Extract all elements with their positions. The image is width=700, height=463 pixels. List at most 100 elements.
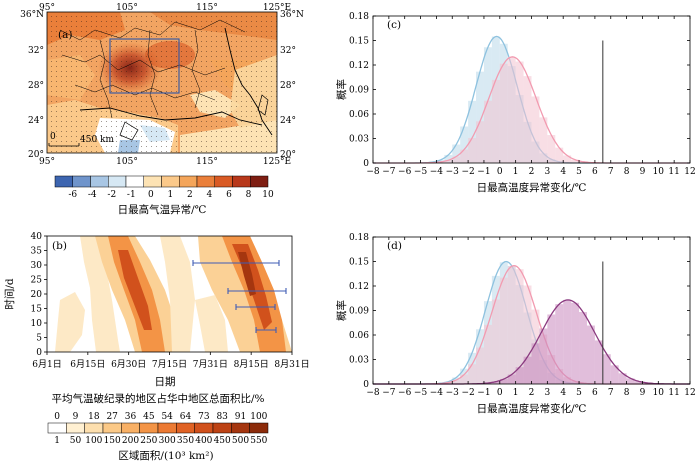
histogram-bar — [499, 63, 508, 163]
lat-ticks-left: 36°N 32° 28° 24° 20° — [20, 10, 44, 160]
ytick-label: 0.18 — [349, 12, 369, 22]
colorbar-a-swatch — [72, 175, 91, 188]
lat-left-tick: 32° — [28, 46, 44, 56]
ytick-label: 0.12 — [349, 61, 369, 71]
panel-b-ytick: 10 — [31, 319, 43, 329]
colorbar-b-swatch — [194, 422, 214, 434]
colorbar-b-swatch — [212, 422, 232, 434]
colorbar-b-tick-bottom: 400 — [195, 436, 212, 446]
colorbar-b-swatch — [102, 422, 122, 434]
colorbar-b-tick-bottom: 200 — [122, 436, 139, 446]
colorbar-b-tick-bottom: 550 — [250, 436, 267, 446]
colorbar-b-ticks-top: 0 9 18 27 36 45 54 64 73 83 91 100 — [54, 412, 267, 422]
colorbar-a-ticks: -6 -4 -2 -1 0 1 2 4 6 8 10 — [68, 190, 274, 200]
xlabel: 日最高温度异常变化/℃ — [477, 181, 587, 194]
xtick-label: −8 — [366, 167, 380, 177]
lon-top-tick: 95° — [39, 3, 55, 13]
xtick-label: 2 — [529, 167, 535, 177]
colorbar-a-swatch — [125, 175, 144, 188]
lon-top-tick: 115° — [196, 3, 218, 13]
ytick-label: 0.06 — [349, 331, 369, 341]
histogram-bar — [452, 380, 461, 384]
lon-bottom-tick: 125°E — [263, 157, 291, 167]
histogram-bar — [626, 378, 635, 384]
xlabel: 日最高温度异常变化/℃ — [477, 402, 587, 415]
histogram-bar — [618, 373, 627, 384]
colorbar-b-tick-bottom: 100 — [85, 436, 102, 446]
histogram-bar — [531, 96, 540, 163]
lat-left-tick: 20° — [28, 150, 44, 160]
panel-b-xtick: 8月15日 — [234, 359, 269, 370]
lon-bottom-tick: 115° — [196, 157, 218, 167]
colorbar-b-tick-bottom: 150 — [104, 436, 121, 446]
colorbar-b-tick-bottom: 250 — [140, 436, 157, 446]
study-region-box — [109, 38, 180, 94]
lat-left-tick: 36°N — [20, 10, 44, 20]
panel-b-hovmoller: (b) 0 5 10 15 20 25 30 35 40 6月1日 6月15日 6月30日 7月15日… — [3, 232, 310, 388]
histogram-bar — [579, 312, 587, 384]
lon-top-tick: 125°E — [263, 3, 291, 13]
colorbar-a: -6 -4 -2 -1 0 1 2 4 6 8 10 日最高气温异常/℃ — [54, 175, 274, 216]
colorbar-a-tick: -1 — [127, 190, 136, 200]
panel-b-ytick: 30 — [31, 261, 43, 271]
map-fill — [47, 12, 277, 153]
xtick-label: 5 — [576, 388, 582, 398]
panel-a-map: (a) 0 450 km 95° 105° 115° 125°E 95° 105… — [20, 3, 304, 167]
histogram-bar — [531, 343, 540, 384]
panel-b-ytick: 20 — [31, 290, 43, 300]
colorbar-a-tick: 6 — [226, 190, 232, 200]
histogram-bar — [468, 137, 477, 163]
histogram-bar — [507, 266, 516, 384]
lat-right-tick: 36°N — [280, 10, 304, 20]
xtick-label: 8 — [624, 388, 630, 398]
xtick-label: 6 — [592, 167, 598, 177]
histogram-bar — [452, 144, 461, 163]
colorbar-b-swatch — [66, 422, 85, 434]
panel-b-ytick: 0 — [36, 348, 42, 358]
lat-right-tick: 32° — [280, 46, 296, 56]
ylabel: 概率 — [335, 79, 348, 100]
xtick-label: −4 — [430, 167, 444, 177]
colorbar-b-swatch — [176, 422, 195, 434]
colorbar-b-tick-top: 54 — [161, 412, 173, 422]
histogram-bar — [491, 79, 500, 163]
histogram-bar — [547, 135, 556, 163]
histogram-bar — [571, 159, 580, 163]
colorbar-b-swatch — [47, 422, 67, 434]
colorbar-b-swatch — [139, 422, 159, 434]
xtick-label: −1 — [477, 388, 490, 398]
histogram-bar — [571, 302, 580, 384]
histogram-bar — [563, 299, 572, 384]
xtick-label: 3 — [544, 388, 550, 398]
histogram-bar — [563, 155, 572, 163]
series-pink — [373, 56, 690, 164]
colorbar-a-swatch — [161, 175, 180, 188]
colorbar-b-swatch — [121, 422, 140, 434]
colorbar-b-swatch — [249, 422, 269, 434]
panel-b-label: (b) — [52, 240, 67, 252]
ytick-label: 0.06 — [349, 110, 369, 120]
histogram-bar — [515, 367, 524, 384]
xtick-label: 10 — [653, 167, 665, 177]
colorbar-b-title2: 区域面积/(10³ km²) — [118, 449, 213, 462]
colorbar-b-swatch — [157, 422, 177, 434]
xtick-label: 9 — [640, 388, 646, 398]
xtick-label: 4 — [560, 388, 566, 398]
xtick-label: 12 — [684, 167, 695, 177]
ytick-label: 0.15 — [349, 258, 369, 268]
xtick-label: 8 — [624, 167, 630, 177]
colorbar-a-swatch — [250, 175, 269, 188]
xtick-label: 2 — [529, 388, 535, 398]
lat-right-tick: 28° — [280, 81, 296, 91]
panel-b-xtick: 6月1日 — [32, 359, 61, 370]
histogram-bar — [555, 147, 564, 163]
colorbar-b-tick-top: 45 — [143, 412, 155, 422]
panel-b-xtick: 7月15日 — [152, 359, 187, 370]
ytick-label: 0 — [363, 159, 369, 169]
colorbar-b-tick-top: 73 — [198, 412, 210, 422]
histogram-bar — [610, 365, 619, 384]
histogram-bar — [483, 324, 492, 384]
xtick-label: −5 — [414, 167, 428, 177]
ytick-label: 0.03 — [349, 356, 369, 366]
colorbar-a-tick: 2 — [187, 190, 193, 200]
